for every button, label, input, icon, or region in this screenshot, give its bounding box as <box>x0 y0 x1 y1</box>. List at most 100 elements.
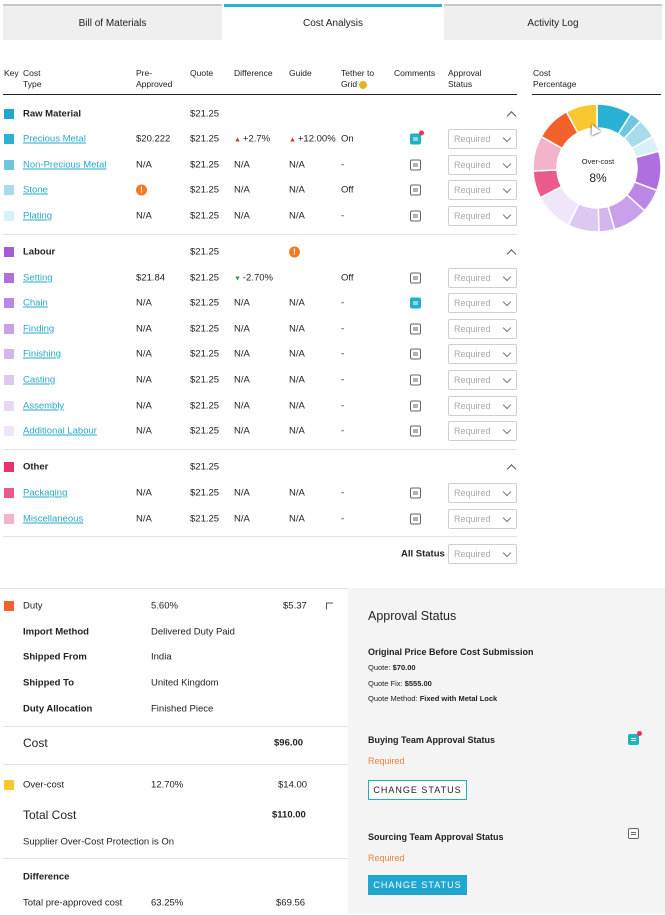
comment-icon[interactable] <box>410 487 421 499</box>
guide-text: N/A <box>289 348 305 360</box>
buying-comment-icon[interactable] <box>628 731 642 745</box>
cost-type-link[interactable]: Chain <box>23 297 48 309</box>
difference-value: ▲ +2.7% <box>234 134 270 145</box>
cost-type-link[interactable]: Plating <box>23 210 53 222</box>
quote-fix-line: Quote Fix: $555.00 <box>368 679 432 688</box>
quote-value: $21.25 <box>190 513 220 525</box>
guide-value: N/A <box>289 185 305 196</box>
group-label: Labour <box>23 246 56 258</box>
approval-status-select[interactable]: Required <box>448 370 517 390</box>
comment-icon[interactable] <box>410 210 421 222</box>
tab-activity-log[interactable]: Activity Log <box>444 4 662 40</box>
row-key-swatch <box>4 273 14 283</box>
quote-fix-value: $555.00 <box>404 679 432 688</box>
duty-detail-row: Duty Allocation Finished Piece <box>0 697 345 721</box>
difference-text: N/A <box>234 425 250 437</box>
comment-icon[interactable] <box>410 400 421 412</box>
approval-status-select[interactable]: Required <box>448 180 517 200</box>
header-difference: Difference <box>234 68 273 78</box>
cost-type-link[interactable]: Casting <box>23 374 56 386</box>
comment-icon[interactable] <box>410 297 421 309</box>
table-row: Casting N/A $21.25 N/A N/A - Required <box>0 368 520 392</box>
duty-detail-row: Import Method Delivered Duty Paid <box>0 620 345 644</box>
approval-status-select[interactable]: Required <box>448 206 517 226</box>
comment-icon[interactable] <box>410 425 421 437</box>
duty-detail-label: Shipped To <box>23 677 75 689</box>
row-key-swatch <box>4 324 14 334</box>
buying-change-status-button[interactable]: CHANGE STATUS <box>368 780 467 800</box>
approval-status-select[interactable]: Required <box>448 396 517 416</box>
difference-value: N/A <box>234 349 250 360</box>
collapse-group-icon[interactable] <box>506 464 517 475</box>
approval-status-select[interactable]: Required <box>448 293 517 313</box>
duty-detail-value: United Kingdom <box>151 677 219 689</box>
collapse-group-icon[interactable] <box>506 249 517 260</box>
collapse-group-icon[interactable] <box>506 111 517 122</box>
approval-status-select[interactable]: Required <box>448 421 517 441</box>
group-key-swatch <box>4 462 14 472</box>
cost-type-link[interactable]: Finishing <box>23 348 62 360</box>
header-pre-approved: Pre-Approved <box>136 68 173 89</box>
cost-percentage-donut <box>533 103 662 233</box>
cost-type-link[interactable]: Non-Precious Metal <box>23 159 107 171</box>
pre-approved-value: N/A <box>136 297 152 309</box>
difference-value: N/A <box>234 426 250 437</box>
cost-type-link[interactable]: Packaging <box>23 487 68 499</box>
cost-type-link[interactable]: Stone <box>23 184 48 196</box>
tether-value: - <box>341 400 345 412</box>
sourcing-team-status: Required <box>368 853 405 863</box>
comment-icon[interactable] <box>410 374 421 386</box>
approval-status-select[interactable]: Required <box>448 319 517 339</box>
approval-status-select[interactable]: Required <box>448 509 517 529</box>
row-key-swatch <box>4 349 14 359</box>
approval-status-select[interactable]: Required <box>448 268 517 288</box>
guide-value: N/A <box>289 488 305 499</box>
collapse-duty-icon[interactable] <box>326 602 333 610</box>
pre-approved-value: N/A <box>136 513 152 525</box>
all-status-select[interactable]: Required <box>448 544 517 564</box>
donut-center-label: Over-cost <box>581 157 615 166</box>
cost-type-link[interactable]: Assembly <box>23 400 65 412</box>
tab-cost-analysis[interactable]: Cost Analysis <box>224 4 442 40</box>
approval-status-select[interactable]: Required <box>448 155 517 175</box>
comment-icon[interactable] <box>410 348 421 360</box>
comment-icon[interactable] <box>410 130 424 145</box>
sourcing-comment-icon[interactable] <box>628 828 639 839</box>
divider <box>3 764 348 765</box>
comment-icon[interactable] <box>410 184 421 196</box>
difference-text: N/A <box>234 487 250 499</box>
info-icon[interactable] <box>359 80 368 89</box>
cost-type-link[interactable]: Setting <box>23 272 53 284</box>
tab-bill-of-materials[interactable]: Bill of Materials <box>3 4 222 40</box>
approval-status-select[interactable]: Required <box>448 483 517 503</box>
difference-row-label: Total pre-approved cost <box>23 897 123 909</box>
cost-value: $96.00 <box>274 737 304 749</box>
cost-type-link[interactable]: Finding <box>23 323 55 335</box>
divider <box>3 449 517 450</box>
table-row: Additional Labour N/A $21.25 N/A N/A - Require… <box>0 419 520 443</box>
chart-header-divider <box>532 94 661 95</box>
comment-icon[interactable] <box>410 513 421 525</box>
comment-icon[interactable] <box>410 159 421 171</box>
guide-value: N/A <box>289 426 305 437</box>
tether-value: - <box>341 487 345 499</box>
table-row: Setting $21.84 $21.25 ▼ -2.70% Off Required <box>0 266 520 290</box>
donut-segment[interactable] <box>565 103 598 134</box>
approval-status-select[interactable]: Required <box>448 344 517 364</box>
quote-value: $21.25 <box>190 425 220 437</box>
sourcing-change-status-button[interactable]: CHANGE STATUS <box>368 875 467 895</box>
approval-status-select[interactable]: Required <box>448 129 517 149</box>
group-label: Raw Material <box>23 108 82 120</box>
comment-icon[interactable] <box>410 323 421 335</box>
difference-text: N/A <box>234 513 250 525</box>
header-comments: Comments <box>394 68 436 78</box>
quote-value: $21.25 <box>190 348 220 360</box>
comment-icon[interactable] <box>410 272 421 284</box>
cost-type-link[interactable]: Miscellaneous <box>23 513 84 525</box>
overcost-row: Over-cost 12.70% $14.00 <box>0 773 345 797</box>
difference-row: Total pre-approved cost 63.25% $69.56 <box>0 891 345 915</box>
tether-value: - <box>341 513 345 525</box>
cost-type-link[interactable]: Precious Metal <box>23 133 86 145</box>
cost-type-link[interactable]: Additional Labour <box>23 425 97 437</box>
duty-detail-value: Delivered Duty Paid <box>151 626 235 638</box>
